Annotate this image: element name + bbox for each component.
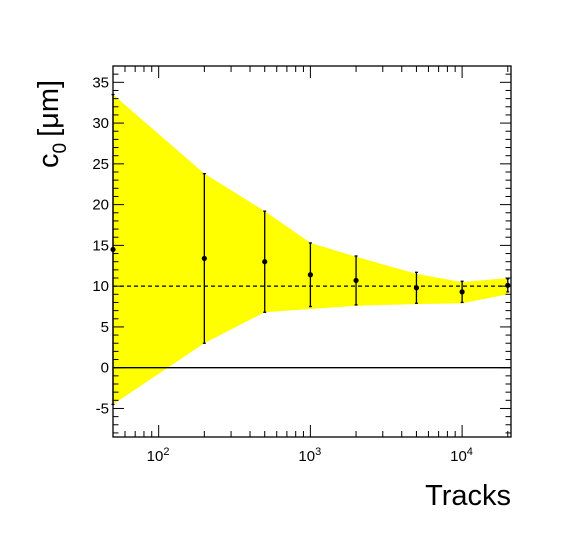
reference-lines: [113, 285, 511, 369]
marker: [307, 272, 313, 278]
x-tick-label: 102: [147, 446, 170, 465]
data-point-4: [307, 242, 313, 308]
y-tick-label: 30: [92, 115, 109, 132]
marker: [201, 255, 207, 262]
y-tick-label: 0: [101, 360, 109, 377]
data-point-5: [353, 255, 359, 306]
plot-frame: [112, 65, 512, 438]
marker: [505, 282, 511, 288]
y-tick-label: 10: [92, 278, 109, 295]
y-tick-label: 5: [101, 319, 109, 336]
data-point-3: [262, 210, 268, 313]
x-axis-title: Tracks: [425, 480, 511, 512]
y-tick-label: 20: [92, 197, 109, 214]
y-axis-title: c0[μm]: [33, 80, 71, 168]
marker: [413, 285, 420, 291]
x-tick-label: 104: [450, 446, 473, 465]
axes: -5 0 5 10 15 20 25 30 35 102 103 104: [92, 65, 512, 465]
y-tick-label: -5: [96, 400, 109, 417]
x-tick-label: 103: [298, 446, 321, 465]
y-tick-label: 15: [92, 237, 109, 254]
marker: [353, 277, 359, 284]
data-point-2: [201, 172, 207, 344]
data-point-6: [413, 271, 420, 304]
marker: [459, 289, 465, 295]
y-tick-label: 35: [92, 74, 109, 91]
data-point-7: [459, 280, 465, 304]
marker: [262, 259, 268, 265]
y-tick-label: 25: [92, 156, 109, 173]
